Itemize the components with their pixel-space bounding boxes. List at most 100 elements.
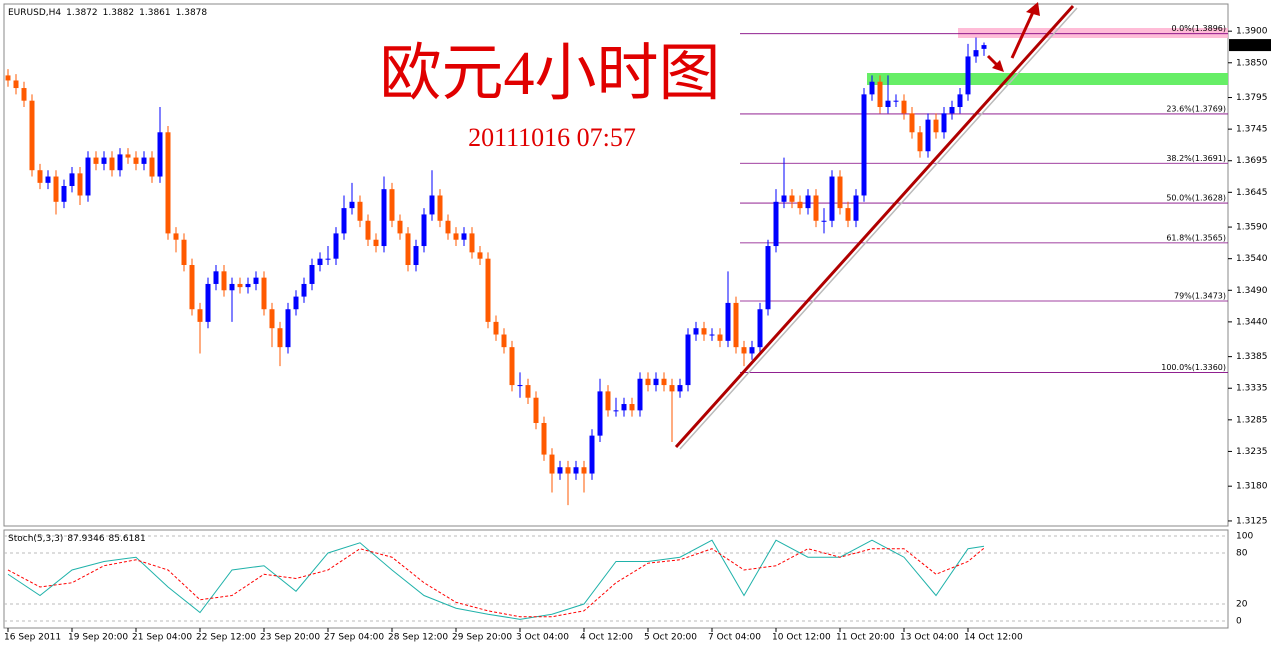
stoch-tick-label: 0 [1236, 617, 1242, 627]
candle-body [341, 208, 347, 234]
header-close: 1.3878 [176, 8, 208, 18]
stoch-tick-label: 80 [1236, 548, 1248, 558]
symbol-header: EURUSD,H4 1.3872 1.3882 1.3861 1.3878 [8, 8, 207, 18]
candle-body [725, 302, 731, 341]
candle-body [589, 435, 595, 474]
candle-body [253, 277, 259, 284]
trend-line [674, 4, 1075, 449]
y-tick-label: 1.3490 [1236, 286, 1268, 296]
candle-body [549, 454, 555, 474]
candle-body [93, 157, 99, 164]
up-arrow [1010, 9, 1036, 59]
candle-body [381, 189, 387, 247]
y-tick-label: 1.3745 [1236, 125, 1268, 135]
fib-label: 0.0%(1.3896) [1171, 24, 1226, 33]
candle-body [869, 81, 875, 95]
chart-subtitle: 20111016 07:57 [468, 123, 636, 152]
fib-label: 79%(1.3473) [1174, 292, 1226, 301]
y-tick-label: 1.3795 [1236, 93, 1268, 103]
candle-body [525, 385, 531, 398]
candle-body [733, 302, 739, 348]
x-tick-label: 22 Sep 12:00 [196, 633, 256, 643]
candle-body [365, 220, 371, 240]
candle-body [797, 201, 803, 209]
x-tick-label: 16 Sep 2011 [4, 633, 61, 643]
candle-body [693, 328, 699, 335]
header-low: 1.3861 [139, 8, 171, 18]
candle-body [605, 391, 611, 411]
stoch-header: Stoch(5,3,3) 87.9346 85.6181 [8, 534, 146, 544]
candle-body [757, 309, 763, 348]
candle-body [853, 195, 859, 221]
candle-body [61, 186, 67, 202]
resistance-zone [958, 28, 1228, 38]
trend-line-shadow [679, 7, 1078, 450]
candle-body [973, 50, 979, 57]
candle-body [821, 220, 827, 222]
candle-body [789, 195, 795, 202]
candle-body [437, 195, 443, 221]
down-arrow-head [992, 60, 1004, 72]
candle-body [613, 410, 619, 412]
candle-body [277, 328, 283, 348]
candle-body [173, 233, 179, 240]
candle-body [77, 173, 83, 196]
candle-body [349, 201, 355, 209]
candle-body [285, 309, 291, 348]
candle-body [21, 88, 27, 101]
stoch-tick-label: 20 [1236, 600, 1248, 610]
candle-body [845, 208, 851, 221]
candle-body [53, 176, 59, 202]
candle-body [333, 233, 339, 259]
candle-body [301, 283, 307, 297]
candle-body [125, 154, 131, 158]
y-tick-label: 1.3540 [1236, 254, 1268, 264]
x-tick-label: 28 Sep 12:00 [388, 633, 448, 643]
candle-body [261, 277, 267, 310]
sub-frame [3, 529, 1229, 629]
candle-body [429, 195, 435, 215]
candle-body [69, 173, 75, 187]
candle-body [117, 154, 123, 171]
candle-body [965, 56, 971, 95]
candle-body [221, 271, 227, 291]
candle-body [109, 157, 115, 171]
candle-body [373, 239, 379, 247]
candle-body [141, 157, 147, 164]
candle-body [149, 157, 155, 177]
candle-body [445, 220, 451, 234]
candle-body [621, 404, 627, 411]
y-tick-label: 1.3590 [1236, 223, 1268, 233]
chart-title: 欧元4小时图 [379, 40, 720, 108]
candle-body [397, 220, 403, 234]
candle-body [485, 258, 491, 322]
x-tick-label: 11 Oct 20:00 [836, 633, 895, 643]
fib-label: 50.0%(1.3628) [1166, 194, 1226, 203]
candle-body [469, 233, 475, 253]
candle-body [325, 258, 331, 260]
candle-body [917, 132, 923, 152]
candle-body [901, 100, 907, 114]
y-tick-label: 1.3850 [1236, 58, 1268, 68]
candle-body [421, 214, 427, 247]
candle-body [357, 201, 363, 221]
candle-body [637, 378, 643, 411]
fib-label: 61.8%(1.3565) [1166, 233, 1226, 242]
y-tick-label: 1.3900 [1236, 27, 1268, 37]
main-frame [3, 3, 1229, 527]
candle-body [805, 195, 811, 209]
candle-body [477, 252, 483, 259]
x-tick-label: 29 Sep 20:00 [452, 633, 512, 643]
x-tick-label: 13 Oct 04:00 [900, 633, 959, 643]
y-tick-label: 1.3180 [1236, 482, 1268, 492]
candle-body [565, 467, 571, 474]
header-open: 1.3872 [66, 8, 98, 18]
candle-body [165, 132, 171, 234]
candle-body [461, 233, 467, 240]
x-tick-label: 21 Sep 04:00 [132, 633, 192, 643]
candle-body [813, 195, 819, 221]
candle-body [837, 176, 843, 209]
candle-body [453, 233, 459, 240]
y-tick-label: 1.3695 [1236, 156, 1268, 166]
fib-label: 38.2%(1.3691) [1166, 154, 1226, 163]
